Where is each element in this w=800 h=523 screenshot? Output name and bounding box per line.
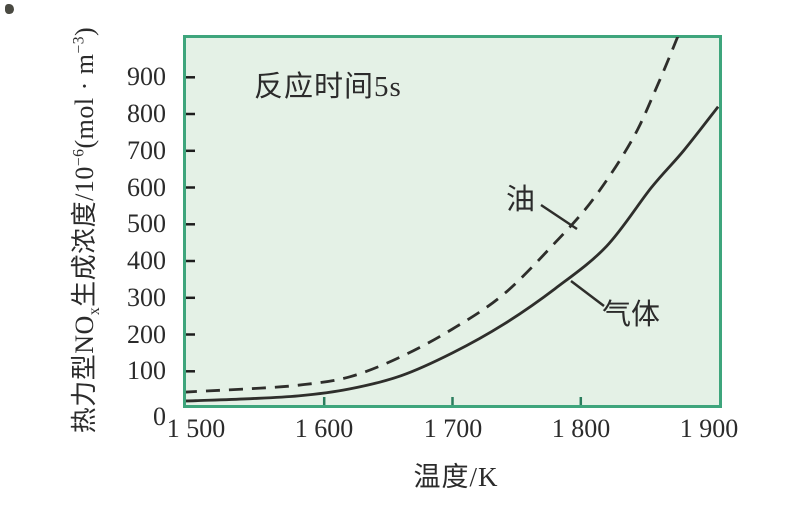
x-tick-label: 1 700 [423,414,483,443]
y-tick-label: 700 [127,136,166,165]
x-tick-label: 1 900 [679,414,739,443]
x-tick-label: 1 500 [166,414,226,443]
series-label-oil: 油 [506,184,536,216]
x-tick-label: 1 600 [294,414,354,443]
annotation-reaction-time: 反应时间5s [254,71,402,103]
curve-oil [186,37,680,394]
oil-leader-line [540,203,578,231]
y-tick-label: 900 [127,62,166,91]
y-tick-label: 300 [127,283,166,312]
x-axis-label: 温度/K [413,462,499,492]
corner-artifact-mark [5,4,14,14]
gas-leader-line [570,280,605,307]
y-tick-label: 800 [127,99,166,128]
curve-gas [186,105,719,403]
y-tick-label: 200 [127,320,166,349]
y-tick-label: 400 [127,246,166,275]
y-tick-label: 100 [127,356,166,385]
y-tick-label: 500 [127,209,166,238]
plot-area [183,35,722,408]
series-label-gas: 气体 [602,299,661,331]
x-tick-label: 1 800 [551,414,611,443]
y-tick-label: 0 [153,402,166,431]
y-tick-label: 600 [127,173,166,202]
